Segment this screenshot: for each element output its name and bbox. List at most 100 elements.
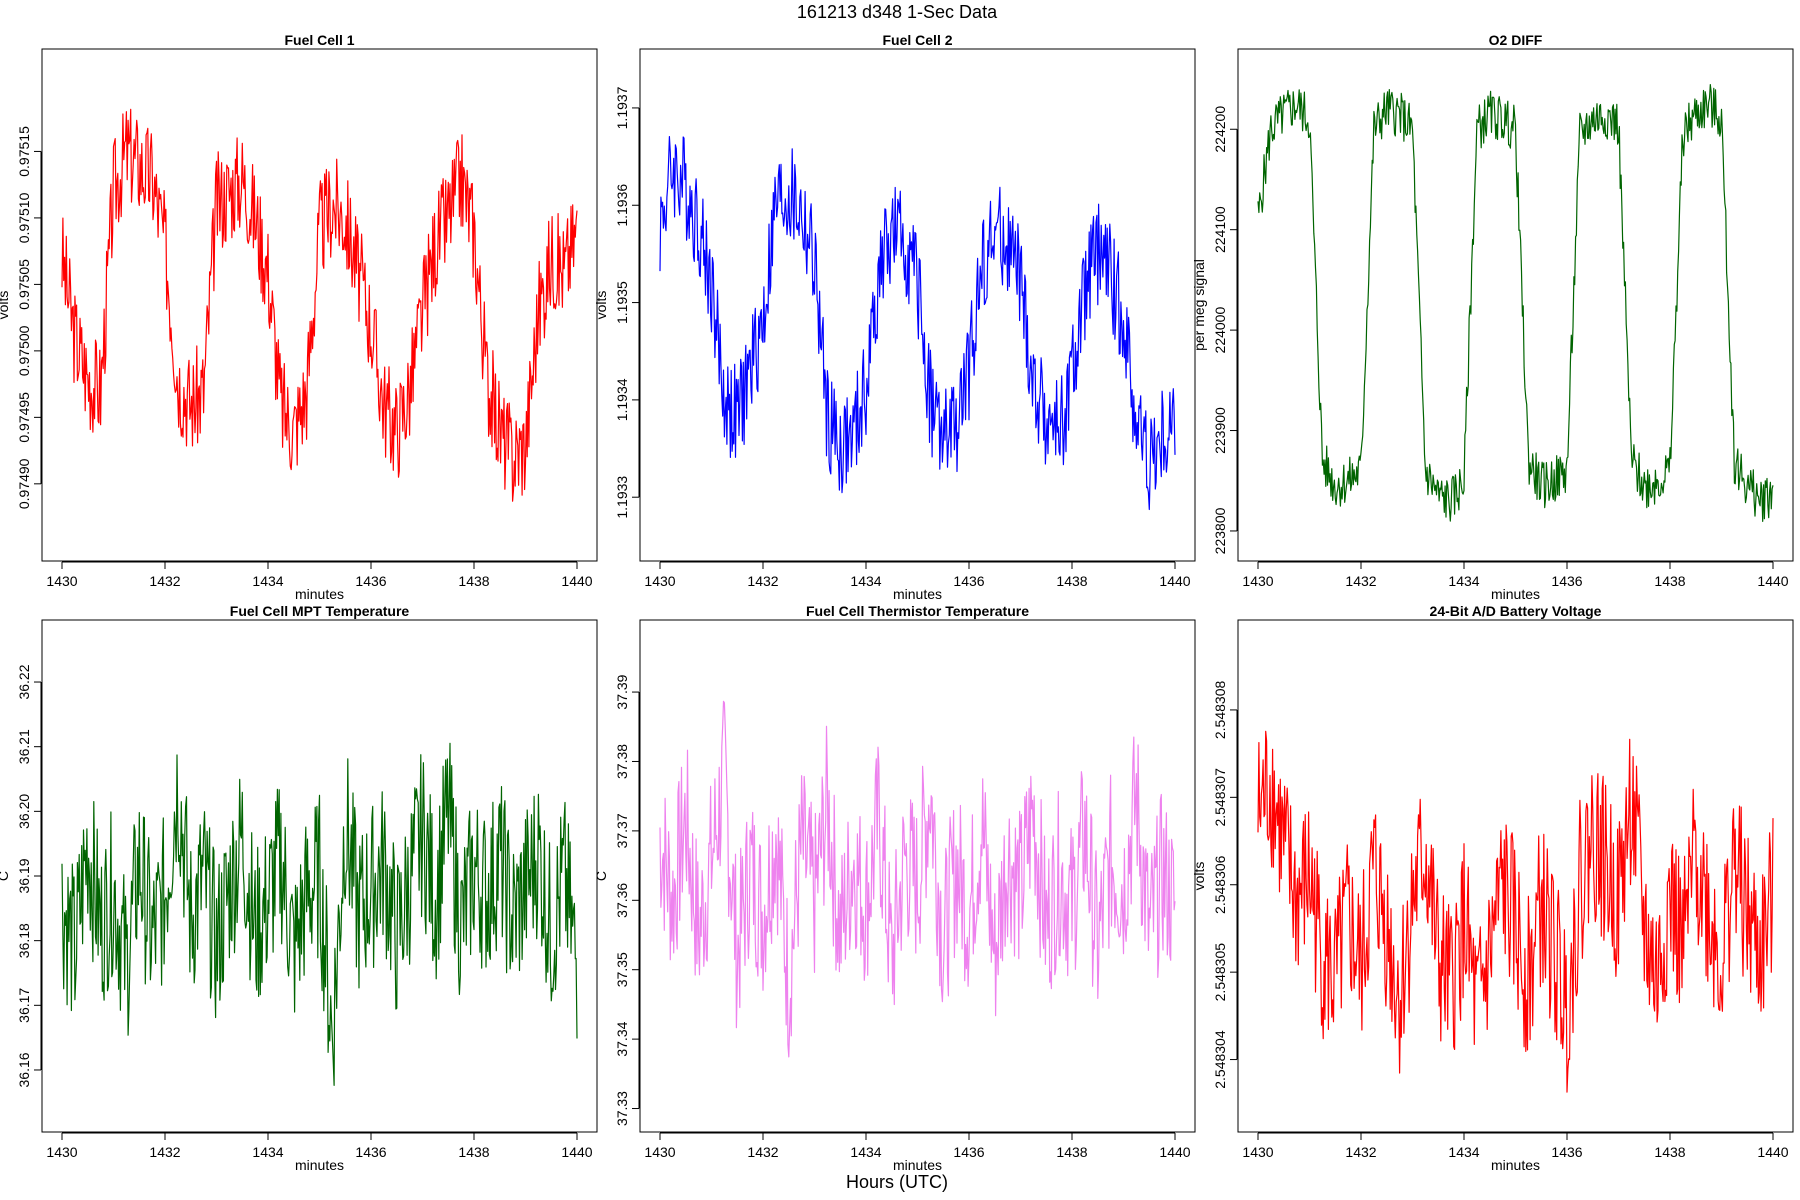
panel-title: Fuel Cell Thermistor Temperature bbox=[806, 603, 1029, 619]
y-tick-label: 2.548306 bbox=[1212, 855, 1228, 914]
series-line-o2-diff bbox=[1257, 84, 1774, 522]
x-tick-label: 1430 bbox=[46, 1144, 77, 1160]
panel-title: Fuel Cell 2 bbox=[882, 32, 952, 48]
plot-frame bbox=[1237, 48, 1794, 562]
x-tick-label: 1434 bbox=[1448, 573, 1479, 589]
y-tick-label: 2.548308 bbox=[1212, 681, 1228, 740]
y-tick-label: 224200 bbox=[1212, 106, 1228, 153]
x-tick-label: 1438 bbox=[1654, 1144, 1685, 1160]
series-line-fuel-cell-2 bbox=[659, 136, 1176, 511]
x-tick-label: 1440 bbox=[1757, 573, 1788, 589]
panel-title: Fuel Cell MPT Temperature bbox=[230, 603, 410, 619]
panel-fuel-cell-mpt-temperature: Fuel Cell MPT Temperature 1430 1432 1434 143… bbox=[0, 603, 598, 1173]
series-line-fuel-cell-thermistor-temperature bbox=[659, 700, 1176, 1058]
panel-fuel-cell-1: Fuel Cell 1 1430 1432 1434 1436 1438 1440 minut… bbox=[0, 32, 598, 602]
x-tick-label: 1440 bbox=[561, 573, 592, 589]
y-axis-label: volts bbox=[1191, 862, 1207, 891]
x-tick-label: 1440 bbox=[1159, 1144, 1190, 1160]
x-tick-label: 1438 bbox=[1654, 573, 1685, 589]
y-tick-label: 1.1933 bbox=[614, 476, 630, 519]
y-tick-label: 37.35 bbox=[614, 952, 630, 987]
y-tick-label: 36.20 bbox=[16, 794, 32, 829]
y-tick-label: 0.97500 bbox=[16, 325, 32, 376]
x-tick-label: 1432 bbox=[1345, 573, 1376, 589]
figure-xcaption: Hours (UTC) bbox=[846, 1172, 948, 1192]
y-tick-label: 36.18 bbox=[16, 923, 32, 958]
plot-frame bbox=[639, 48, 1196, 562]
x-tick-label: 1436 bbox=[953, 573, 984, 589]
panel-fuel-cell-thermistor-temperature: Fuel Cell Thermistor Temperature 1430 1432… bbox=[593, 603, 1196, 1173]
y-axis-label: C bbox=[593, 871, 609, 881]
x-tick-label: 1434 bbox=[850, 573, 881, 589]
x-tick-label: 1440 bbox=[1757, 1144, 1788, 1160]
y-tick-label: 36.21 bbox=[16, 729, 32, 764]
panel-title: Fuel Cell 1 bbox=[284, 32, 354, 48]
x-axis-label: minutes bbox=[295, 1157, 344, 1173]
x-tick-label: 1430 bbox=[46, 573, 77, 589]
y-axis-label: C bbox=[0, 871, 11, 881]
x-tick-label: 1436 bbox=[355, 573, 386, 589]
x-tick-label: 1438 bbox=[458, 573, 489, 589]
x-tick-label: 1432 bbox=[1345, 1144, 1376, 1160]
x-tick-label: 1430 bbox=[1242, 573, 1273, 589]
panel-o2-diff: O2 DIFF 1430 1432 1434 1436 1438 1440 minutes 22… bbox=[1191, 32, 1794, 602]
y-tick-label: 223800 bbox=[1212, 507, 1228, 554]
x-axis-label: minutes bbox=[1491, 1157, 1540, 1173]
y-tick-label: 36.19 bbox=[16, 858, 32, 893]
y-tick-label: 2.548305 bbox=[1212, 943, 1228, 1002]
y-tick-label: 2.548307 bbox=[1212, 768, 1228, 827]
y-tick-label: 223900 bbox=[1212, 407, 1228, 454]
x-axis-label: minutes bbox=[893, 1157, 942, 1173]
plot-frame bbox=[41, 48, 598, 562]
y-tick-label: 1.1934 bbox=[614, 378, 630, 421]
y-tick-label: 0.97505 bbox=[16, 259, 32, 310]
figure-title: 161213 d348 1-Sec Data bbox=[797, 2, 998, 22]
y-axis-label: per meg signal bbox=[1191, 259, 1207, 351]
x-tick-label: 1438 bbox=[1056, 573, 1087, 589]
x-tick-label: 1432 bbox=[149, 573, 180, 589]
y-tick-label: 0.97495 bbox=[16, 392, 32, 443]
y-tick-label: 37.34 bbox=[614, 1021, 630, 1056]
x-tick-label: 1438 bbox=[1056, 1144, 1087, 1160]
series-line-fuel-cell-1 bbox=[61, 108, 578, 502]
y-tick-label: 1.1936 bbox=[614, 184, 630, 227]
plot-frame bbox=[41, 619, 598, 1133]
x-tick-label: 1440 bbox=[561, 1144, 592, 1160]
y-tick-label: 0.97510 bbox=[16, 192, 32, 243]
x-tick-label: 1434 bbox=[850, 1144, 881, 1160]
panel-24-bit-a-d-battery-voltage: 24-Bit A/D Battery Voltage 1430 1432 1434 14… bbox=[1191, 603, 1794, 1173]
x-tick-label: 1434 bbox=[252, 573, 283, 589]
y-tick-label: 37.39 bbox=[614, 674, 630, 709]
y-tick-label: 0.97515 bbox=[16, 126, 32, 177]
x-tick-label: 1432 bbox=[747, 1144, 778, 1160]
series-line-24-bit-a-d-battery-voltage bbox=[1257, 730, 1774, 1093]
x-tick-label: 1436 bbox=[1551, 573, 1582, 589]
x-tick-label: 1440 bbox=[1159, 573, 1190, 589]
y-tick-label: 0.97490 bbox=[16, 458, 32, 509]
x-tick-label: 1434 bbox=[252, 1144, 283, 1160]
y-tick-label: 37.38 bbox=[614, 744, 630, 779]
panel-fuel-cell-2: Fuel Cell 2 1430 1432 1434 1436 1438 1440 minut… bbox=[593, 32, 1196, 602]
x-axis-label: minutes bbox=[1491, 586, 1540, 602]
x-tick-label: 1436 bbox=[355, 1144, 386, 1160]
plot-frame bbox=[639, 619, 1196, 1133]
y-tick-label: 2.548304 bbox=[1212, 1030, 1228, 1089]
x-tick-label: 1432 bbox=[747, 573, 778, 589]
plot-frame bbox=[1237, 619, 1794, 1133]
y-tick-label: 1.1937 bbox=[614, 86, 630, 129]
y-tick-label: 37.36 bbox=[614, 883, 630, 918]
x-tick-label: 1430 bbox=[644, 1144, 675, 1160]
y-axis-label: volts bbox=[0, 291, 11, 320]
series-line-fuel-cell-mpt-temperature bbox=[61, 742, 578, 1086]
y-tick-label: 37.33 bbox=[614, 1091, 630, 1126]
y-tick-label: 224100 bbox=[1212, 206, 1228, 253]
y-tick-label: 36.17 bbox=[16, 988, 32, 1023]
y-axis-label: volts bbox=[593, 291, 609, 320]
y-tick-label: 224000 bbox=[1212, 307, 1228, 354]
panel-title: 24-Bit A/D Battery Voltage bbox=[1430, 603, 1602, 619]
x-tick-label: 1432 bbox=[149, 1144, 180, 1160]
y-tick-label: 36.22 bbox=[16, 664, 32, 699]
x-tick-label: 1438 bbox=[458, 1144, 489, 1160]
y-tick-label: 36.16 bbox=[16, 1052, 32, 1087]
